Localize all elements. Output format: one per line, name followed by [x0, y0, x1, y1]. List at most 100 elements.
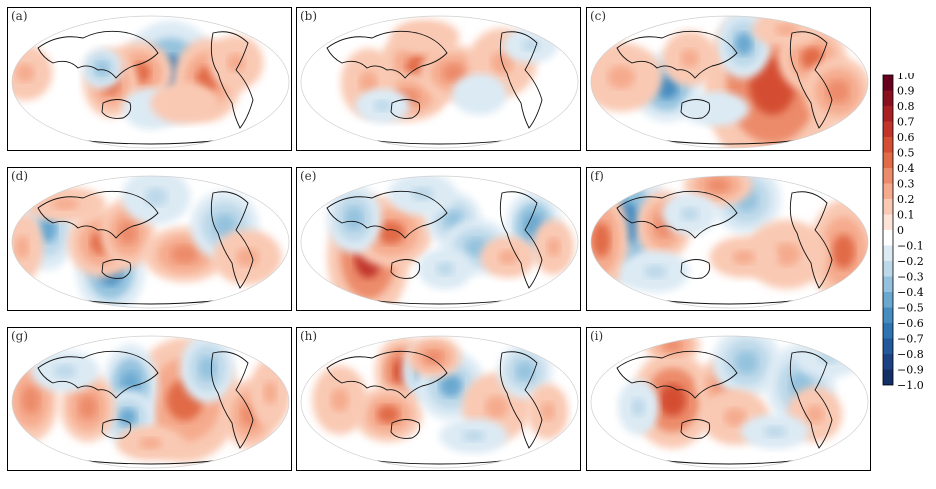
anomaly-core: [173, 96, 197, 110]
coastline: [789, 31, 833, 129]
colorbar-swatch: [883, 261, 893, 277]
anomaly-core: [424, 349, 443, 364]
anomaly-core: [644, 264, 667, 279]
colorbar-swatch: [883, 354, 893, 370]
coastline: [656, 459, 803, 465]
coastline: [37, 190, 159, 239]
colorbar-swatch: [883, 90, 893, 106]
colorbar-swatch: [883, 338, 893, 354]
map-plot: [11, 15, 290, 149]
coastline: [656, 299, 803, 305]
coastline: [680, 99, 711, 119]
panel-label: (g): [11, 329, 29, 343]
map-outline: [590, 15, 869, 149]
colorbar-swatch: [883, 152, 893, 168]
anomaly-core: [817, 349, 841, 364]
colorbar-swatch: [883, 121, 893, 137]
colorbar-tick-label: −0.3: [897, 271, 924, 284]
anomaly-core: [703, 103, 727, 115]
colorbar-swatch: [883, 292, 893, 308]
map-outline: [11, 15, 290, 149]
anomaly-core: [775, 23, 798, 36]
anomaly-core: [498, 250, 518, 265]
map-panel: (a): [7, 7, 292, 151]
colorbar-tick-label: −0.9: [897, 364, 924, 377]
map-panel: (f): [586, 167, 871, 311]
map-outline: [300, 175, 579, 309]
coastline: [789, 191, 833, 289]
anomaly-core: [15, 63, 35, 83]
anomaly-core: [15, 235, 30, 259]
anomaly-core: [436, 261, 455, 276]
anomaly-core: [118, 408, 137, 427]
map-panel: (b): [296, 7, 581, 151]
colorbar-tick-label: 0.2: [897, 193, 915, 206]
colorbar-tick-label: −1.0: [897, 379, 924, 392]
anomaly-core: [38, 214, 58, 243]
anomaly-core: [723, 408, 747, 427]
map-panel: (h): [296, 327, 581, 471]
coastline: [366, 299, 513, 305]
colorbar-tick-label: −0.2: [897, 255, 924, 268]
coastline: [77, 139, 224, 145]
anomaly-core: [376, 405, 400, 424]
colorbar-tick-label: −0.8: [897, 348, 924, 361]
anomaly-core: [470, 87, 489, 102]
map-panel: (i): [586, 327, 871, 471]
colorbar-swatch: [883, 214, 893, 230]
colorbar-swatch: [883, 168, 893, 184]
coastline: [101, 419, 132, 439]
anomaly-core: [772, 242, 801, 266]
colorbar-swatch: [883, 276, 893, 292]
colorbar-swatch: [883, 245, 893, 261]
colorbar-swatch: [883, 106, 893, 122]
coastline: [499, 31, 543, 129]
coastline: [390, 259, 421, 279]
anomaly-core: [734, 32, 753, 56]
colorbar-tick-label: 0.8: [897, 100, 915, 113]
anomaly-core: [732, 250, 756, 265]
anomaly-core: [763, 425, 787, 438]
anomaly-core: [373, 100, 392, 112]
coastline: [210, 31, 254, 129]
anomaly-core: [442, 63, 466, 83]
panel-label: (e): [300, 169, 317, 183]
colorbar-tick-label: −0.1: [897, 240, 924, 253]
panel-label: (h): [300, 329, 318, 343]
anomaly-core: [78, 395, 97, 419]
colorbar-tick-label: 1.0: [897, 73, 915, 82]
colorbar-swatch: [883, 75, 893, 91]
colorbar-swatch: [883, 369, 893, 385]
coastline: [210, 191, 254, 289]
anomaly-core: [226, 53, 246, 72]
anomaly-core: [546, 237, 561, 257]
anomaly-core: [51, 198, 79, 210]
colorbar-tick-label: −0.5: [897, 302, 924, 315]
map-plot: [590, 175, 869, 309]
anomaly-core: [805, 405, 825, 424]
coastline: [101, 99, 132, 119]
anomaly-core: [139, 437, 162, 449]
coastline: [616, 350, 738, 399]
anomaly-core: [658, 383, 687, 417]
map-outline: [11, 335, 290, 469]
colorbar: 1.0 0.9 0.8 0.7 0.6 0.5 0.4 0.3 0.2 0.1 0 −0.1 −0.2 −…: [881, 69, 936, 397]
map-panel: (d): [7, 167, 292, 311]
colorbar-tick-label: 0.4: [897, 162, 915, 175]
map-plot: [590, 15, 869, 149]
colorbar-tick-label: 0.3: [897, 178, 915, 191]
map-panel: (e): [296, 167, 581, 311]
panel-label: (c): [590, 9, 607, 23]
map-panel: (g): [7, 327, 292, 471]
colorbar-swatch: [883, 137, 893, 153]
anomaly-core: [680, 207, 699, 221]
coastline: [789, 351, 833, 449]
anomaly-core: [118, 221, 137, 245]
map-panel: (c): [586, 7, 871, 151]
colorbar-swatch: [883, 323, 893, 339]
anomaly-core: [171, 245, 199, 264]
anomaly-core: [521, 39, 540, 52]
anomaly-core: [826, 80, 850, 104]
coastline: [390, 419, 421, 439]
map-outline: [590, 335, 869, 469]
